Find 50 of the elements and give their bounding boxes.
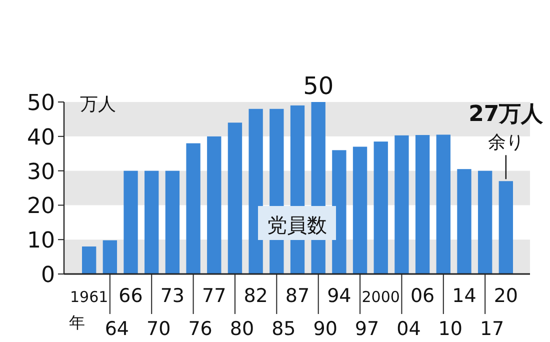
bar bbox=[165, 170, 180, 274]
x-tick-label: 64 bbox=[104, 318, 130, 340]
x-tick-label: 80 bbox=[230, 318, 254, 340]
x-tick-label: 10 bbox=[438, 318, 462, 340]
bar bbox=[498, 181, 513, 274]
bar bbox=[394, 135, 409, 274]
y-tick-label: 10 bbox=[27, 228, 55, 254]
bar bbox=[102, 240, 118, 274]
x-tick-label: 94 bbox=[327, 285, 352, 307]
bar bbox=[478, 170, 492, 274]
y-tick-label: 30 bbox=[27, 160, 55, 185]
x-axis-title: 年 bbox=[69, 313, 86, 332]
data-label: 50 bbox=[303, 72, 334, 100]
bar bbox=[82, 246, 96, 274]
bar bbox=[186, 143, 200, 274]
bar bbox=[457, 169, 472, 274]
x-tick-label: 97 bbox=[354, 318, 380, 340]
x-tick-label: 77 bbox=[202, 285, 226, 307]
bar bbox=[144, 170, 159, 274]
x-tick-label: 82 bbox=[244, 285, 268, 307]
y-tick-label: 50 bbox=[27, 91, 55, 116]
x-tick-label: 20 bbox=[494, 285, 518, 307]
bar bbox=[248, 108, 263, 274]
x-tick-label: 04 bbox=[396, 318, 421, 340]
x-tick-label: 2000 bbox=[362, 288, 400, 306]
y-axis-title: 万人 bbox=[80, 94, 116, 115]
x-tick-label: 87 bbox=[285, 285, 310, 307]
bar bbox=[352, 146, 368, 274]
x-tick-label: 90 bbox=[313, 318, 338, 340]
y-tick-label: 20 bbox=[27, 194, 55, 220]
bar bbox=[228, 122, 242, 274]
bar bbox=[415, 135, 430, 274]
x-tick-label: 66 bbox=[118, 285, 143, 307]
x-tick-label: 73 bbox=[160, 285, 185, 307]
annotation: 党員数 bbox=[267, 213, 327, 237]
y-tick-label: 40 bbox=[27, 125, 55, 150]
y-tick-label: 0 bbox=[41, 263, 55, 288]
annotation: 27万人余り bbox=[468, 102, 544, 154]
x-tick-label: 14 bbox=[452, 285, 476, 307]
bar bbox=[124, 170, 138, 274]
bar bbox=[374, 142, 388, 274]
bar bbox=[207, 136, 222, 274]
x-tick-label: 1961 bbox=[70, 288, 108, 306]
x-tick-label: 17 bbox=[480, 318, 504, 340]
bar bbox=[436, 134, 450, 274]
x-tick-label: 85 bbox=[272, 318, 296, 340]
x-tick-label: 06 bbox=[410, 285, 435, 307]
x-tick-label: 70 bbox=[146, 318, 171, 340]
x-tick-label: 76 bbox=[188, 318, 212, 340]
bar bbox=[332, 150, 346, 274]
